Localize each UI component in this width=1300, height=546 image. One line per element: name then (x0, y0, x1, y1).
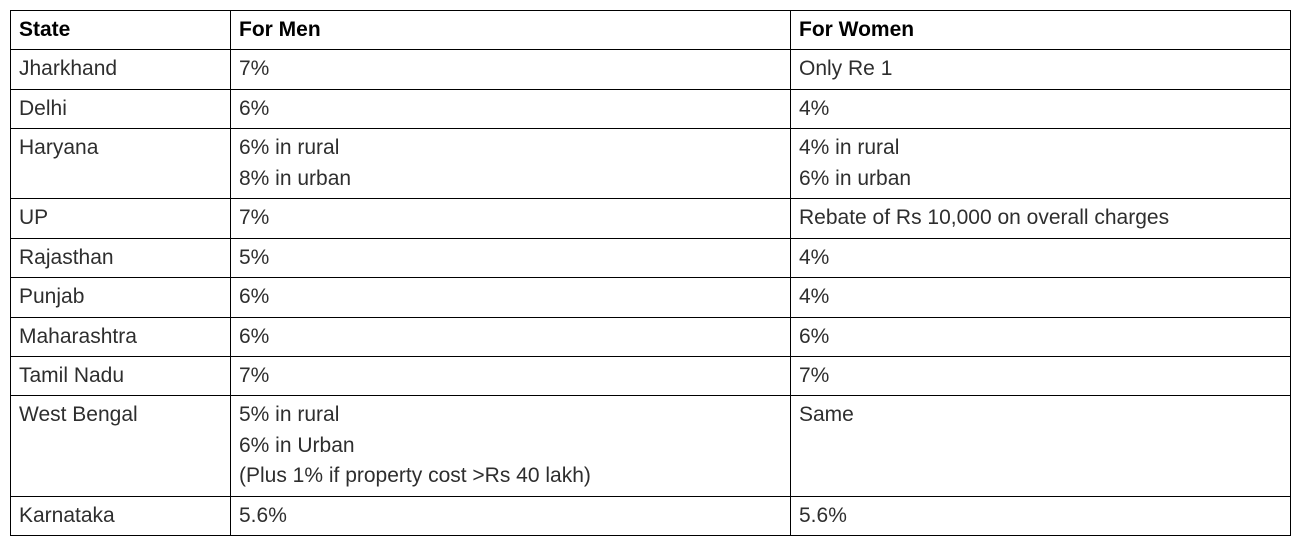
cell-for-men: 5% in rural6% in Urban(Plus 1% if proper… (231, 396, 791, 496)
table-row: Karnataka5.6%5.6% (11, 496, 1291, 535)
cell-for-men: 6% in rural8% in urban (231, 129, 791, 199)
cell-for-men: 7% (231, 356, 791, 395)
cell-for-women: 7% (791, 356, 1291, 395)
stamp-duty-table: State For Men For Women Jharkhand7%Only … (10, 10, 1291, 536)
column-header-women: For Women (791, 11, 1291, 50)
cell-state: Punjab (11, 278, 231, 317)
cell-state: Karnataka (11, 496, 231, 535)
cell-for-women: Rebate of Rs 10,000 on overall charges (791, 199, 1291, 238)
table-row: Haryana6% in rural8% in urban4% in rural… (11, 129, 1291, 199)
cell-for-women: Same (791, 396, 1291, 496)
table-header-row: State For Men For Women (11, 11, 1291, 50)
cell-for-men: 7% (231, 50, 791, 89)
cell-for-women: 6% (791, 317, 1291, 356)
table-row: West Bengal5% in rural6% in Urban(Plus 1… (11, 396, 1291, 496)
cell-for-men: 5% (231, 238, 791, 277)
cell-for-men: 6% (231, 278, 791, 317)
cell-state: Tamil Nadu (11, 356, 231, 395)
cell-state: Delhi (11, 89, 231, 128)
cell-state: UP (11, 199, 231, 238)
cell-for-women: Only Re 1 (791, 50, 1291, 89)
table-body: Jharkhand7%Only Re 1Delhi6%4%Haryana6% i… (11, 50, 1291, 536)
table-row: Tamil Nadu7%7% (11, 356, 1291, 395)
table-row: Punjab6%4% (11, 278, 1291, 317)
cell-for-women: 4% (791, 278, 1291, 317)
table-row: UP7%Rebate of Rs 10,000 on overall charg… (11, 199, 1291, 238)
cell-for-women: 4% (791, 89, 1291, 128)
cell-for-men: 6% (231, 317, 791, 356)
cell-state: Jharkhand (11, 50, 231, 89)
cell-for-men: 6% (231, 89, 791, 128)
table-row: Delhi6%4% (11, 89, 1291, 128)
table-row: Jharkhand7%Only Re 1 (11, 50, 1291, 89)
cell-state: Rajasthan (11, 238, 231, 277)
cell-for-women: 4% in rural6% in urban (791, 129, 1291, 199)
table-row: Rajasthan5%4% (11, 238, 1291, 277)
cell-for-women: 5.6% (791, 496, 1291, 535)
cell-state: Haryana (11, 129, 231, 199)
column-header-state: State (11, 11, 231, 50)
cell-for-men: 7% (231, 199, 791, 238)
cell-for-women: 4% (791, 238, 1291, 277)
cell-state: West Bengal (11, 396, 231, 496)
column-header-men: For Men (231, 11, 791, 50)
table-row: Maharashtra6%6% (11, 317, 1291, 356)
cell-for-men: 5.6% (231, 496, 791, 535)
cell-state: Maharashtra (11, 317, 231, 356)
